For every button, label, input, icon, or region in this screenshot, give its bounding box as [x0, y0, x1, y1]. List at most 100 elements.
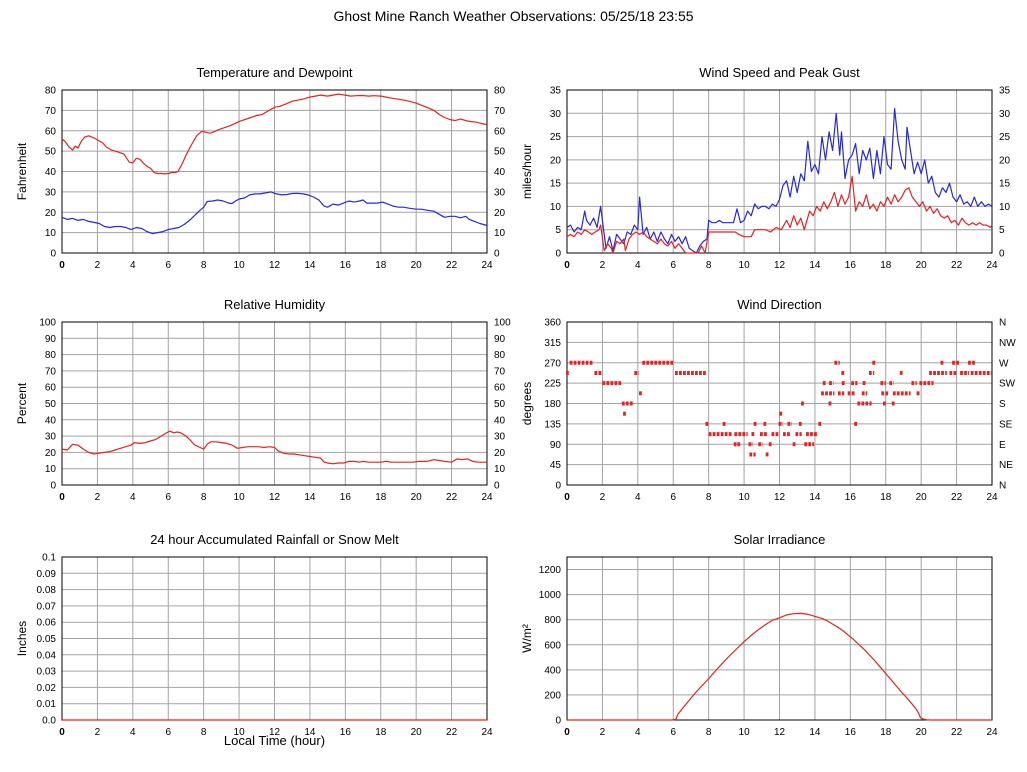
y-tick-label-right: 30 — [999, 109, 1011, 120]
x-tick-label: 10 — [739, 727, 751, 738]
x-tick-label: 22 — [446, 492, 458, 503]
chart-rainfall: 24 hour Accumulated Rainfall or Snow Mel… — [15, 532, 493, 748]
x-tick-label: 6 — [670, 727, 676, 738]
y-tick-label-right: N — [999, 481, 1006, 492]
y-tick-label: 600 — [544, 640, 561, 651]
chart-title: Wind Direction — [737, 297, 822, 312]
y-tick-label-right: 80 — [494, 86, 506, 97]
x-tick-label: 8 — [201, 492, 207, 503]
x-tick-label: 14 — [304, 727, 316, 738]
chart-wind-direction: Wind Direction degrees 0 2 4 6 8 10 12 14 16 18 20… — [520, 297, 1016, 503]
x-tick-label: 18 — [880, 492, 892, 503]
y-tick-label-right: SW — [999, 379, 1016, 390]
y-tick-label-right: S — [999, 399, 1006, 410]
y-tick-label: 70 — [45, 106, 57, 117]
y-tick-label-right: E — [999, 440, 1006, 451]
y-tick-label-right: 10 — [494, 228, 506, 239]
x-tick-label: 2 — [95, 727, 101, 738]
x-tick-label: 4 — [635, 260, 641, 271]
x-tick-label: 10 — [234, 492, 246, 503]
plot-frame — [61, 89, 488, 254]
y-tick-label: 70 — [45, 366, 57, 377]
x-tick-label: 20 — [411, 727, 423, 738]
x-tick-label: 20 — [411, 260, 423, 271]
wind-speed-line — [566, 175, 993, 254]
y-tick-label: 0.01 — [37, 699, 57, 710]
y-tick-label-right: 0 — [494, 249, 500, 260]
x-tick-label: 4 — [130, 260, 136, 271]
y-tick-label-right: N — [999, 318, 1006, 329]
x-tick-label: 16 — [340, 260, 352, 271]
humidity-line — [61, 430, 487, 465]
x-tick-label: 14 — [809, 260, 821, 271]
y-axis-label: degrees — [520, 382, 534, 425]
y-tick-label: 5 — [555, 225, 561, 236]
x-tick-label: 16 — [340, 492, 352, 503]
chart-relative-humidity: Relative Humidity Percent 0 2 4 6 8 10 12 14 16 1… — [15, 297, 511, 504]
x-tick-label: 22 — [951, 260, 963, 271]
y-tick-label: 50 — [45, 399, 57, 410]
y-tick-label: 0 — [555, 249, 561, 260]
y-tick-label-right: 10 — [494, 464, 506, 475]
x-tick-label: 24 — [986, 260, 998, 271]
y-tick-label-right: 70 — [494, 106, 506, 117]
y-tick-label: 0.1 — [42, 553, 56, 564]
x-tick-label: 0 — [564, 727, 570, 738]
y-tick-label: 0.05 — [37, 634, 57, 645]
y-tick-label: 90 — [45, 334, 57, 345]
y-tick-label: 40 — [45, 415, 57, 426]
chart-title: Temperature and Dewpoint — [196, 65, 352, 80]
x-tick-label: 4 — [635, 727, 641, 738]
y-axis-label: W/m² — [520, 624, 534, 653]
y-tick-label: 0 — [555, 481, 561, 492]
x-tick-label: 8 — [706, 492, 712, 503]
x-tick-label: 12 — [774, 727, 786, 738]
y-tick-label: 0.04 — [37, 650, 57, 661]
x-tick-label: 18 — [375, 492, 387, 503]
plot-frame — [566, 89, 993, 254]
y-tick-label: 80 — [45, 86, 57, 97]
x-tick-label: 16 — [340, 727, 352, 738]
x-tick-label: 0 — [59, 260, 65, 271]
x-tick-label: 14 — [809, 727, 821, 738]
x-tick-label: 8 — [706, 260, 712, 271]
x-tick-label: 20 — [411, 492, 423, 503]
y-tick-label-right: 50 — [494, 147, 506, 158]
x-tick-label: 12 — [269, 727, 281, 738]
y-tick-label-right: 15 — [999, 179, 1011, 190]
x-tick-label: 10 — [739, 492, 751, 503]
y-axis-label: miles/hour — [520, 144, 534, 199]
y-tick-label: 90 — [550, 440, 562, 451]
y-tick-label: 30 — [45, 432, 57, 443]
y-axis-label: Percent — [15, 382, 29, 424]
y-tick-label: 30 — [45, 187, 57, 198]
y-tick-label: 180 — [544, 399, 561, 410]
y-tick-label: 1000 — [539, 590, 562, 601]
plot-frame — [566, 556, 993, 721]
y-tick-label: 10 — [550, 202, 562, 213]
chart-solar-irradiance: Solar Irradiance W/m² 0 2 4 6 8 10 12 14 16 18 20 2… — [520, 532, 998, 738]
x-tick-label: 0 — [564, 492, 570, 503]
y-axis-label: Fahrenheit — [15, 142, 29, 200]
y-tick-label: 20 — [45, 448, 57, 459]
y-tick-label-right: 0 — [999, 249, 1005, 260]
chart-title: 24 hour Accumulated Rainfall or Snow Mel… — [150, 532, 399, 547]
y-tick-label: 270 — [544, 358, 561, 369]
y-tick-label: 50 — [45, 147, 57, 158]
y-tick-label: 0.03 — [37, 667, 57, 678]
y-tick-label: 20 — [550, 155, 562, 166]
page-title: Ghost Mine Ranch Weather Observations: 0… — [333, 8, 694, 24]
y-tick-label-right: 20 — [494, 208, 506, 219]
y-tick-label: 60 — [45, 126, 57, 137]
y-tick-label: 0.06 — [37, 618, 57, 629]
x-tick-label: 4 — [130, 492, 136, 503]
x-tick-label: 10 — [739, 260, 751, 271]
x-tick-label: 12 — [774, 260, 786, 271]
y-tick-label: 60 — [45, 383, 57, 394]
y-tick-label-right: SE — [999, 419, 1013, 430]
x-tick-label: 20 — [916, 492, 928, 503]
